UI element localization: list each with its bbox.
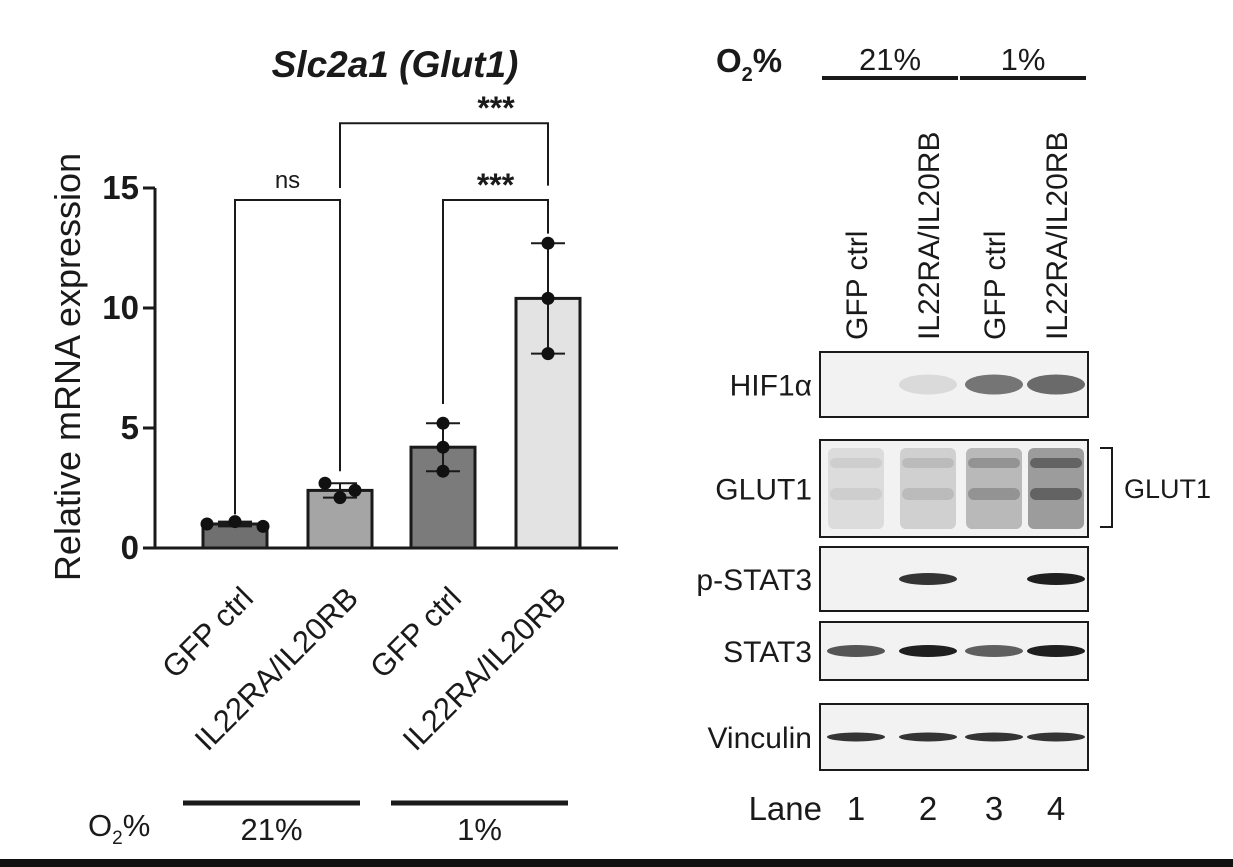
blot-band <box>827 645 885 657</box>
lane-label: Lane <box>749 790 822 827</box>
y-tick-label: 10 <box>102 289 139 326</box>
blot-row-0: HIF1α <box>730 351 1089 418</box>
blot-row-2: p-STAT3 <box>696 546 1089 612</box>
blot-band <box>968 458 1020 468</box>
x-tick-label: GFP ctrl <box>363 580 468 685</box>
bar-chart: Slc2a1 (Glut1) Relative mRNA expression … <box>47 44 618 849</box>
y-tick-label: 5 <box>121 409 139 446</box>
bracket-hypoxia <box>442 199 549 404</box>
sig-label-hypoxia: *** <box>477 167 515 203</box>
blot-lane-labels: GFP ctrl IL22RA/IL20RB GFP ctrl IL22RA/IL20… <box>841 132 1074 340</box>
blot-band <box>902 488 954 500</box>
lane-number-row: Lane 1 2 3 4 <box>749 790 1066 827</box>
blot-row-4: Vinculin <box>707 703 1089 771</box>
blot-band <box>1030 488 1082 500</box>
data-point <box>436 440 450 454</box>
blot-o2-groups: 21% 1% <box>822 42 1086 80</box>
blot-band <box>1027 374 1085 395</box>
western-blot: O2% 21% 1% GFP ctrl IL22RA/IL20RB GFP ctrl I… <box>696 42 1211 827</box>
y-axis-label: Relative mRNA expression <box>47 153 88 581</box>
bars <box>201 296 582 550</box>
data-point <box>541 347 555 361</box>
bracket-il22ra <box>339 122 549 188</box>
blot-o2-group-label: 1% <box>1001 42 1046 77</box>
data-point <box>541 236 555 250</box>
bottom-border <box>0 859 1233 867</box>
x-tick-label: GFP ctrl <box>155 580 260 685</box>
data-points <box>200 236 555 533</box>
blot-band <box>1027 573 1085 585</box>
error-bars <box>218 242 565 528</box>
blot-band <box>899 732 957 742</box>
blot-row-label: GLUT1 <box>715 474 812 507</box>
blot-row-1: GLUT1 <box>715 439 1089 538</box>
blot-band <box>902 458 954 468</box>
significance-brackets: ns *** *** <box>234 90 549 515</box>
data-point <box>333 491 347 505</box>
blot-band <box>965 645 1023 657</box>
data-point <box>200 517 214 531</box>
o2-group-label: 1% <box>457 812 502 847</box>
blot-band <box>899 573 957 585</box>
blot-rows: HIF1α GLUT1 p-STAT3 STAT3 Vinculin <box>696 351 1089 771</box>
blot-band <box>830 488 882 500</box>
blot-band <box>965 732 1023 742</box>
o2-group-label: 21% <box>240 812 302 847</box>
lane-number: 1 <box>847 790 865 827</box>
lane-number: 2 <box>919 790 937 827</box>
blot-row-label: STAT3 <box>723 636 812 669</box>
blot-band <box>827 732 885 742</box>
data-point <box>318 476 332 490</box>
y-tick-label: 0 <box>121 529 139 566</box>
o2-label: O2% <box>88 808 150 849</box>
blot-o2-group-label: 21% <box>859 42 921 77</box>
bracket-ns <box>234 199 341 515</box>
y-tick-label: 15 <box>102 169 139 206</box>
data-point <box>541 291 555 305</box>
blot-row-label: Vinculin <box>707 722 812 755</box>
blot-band <box>1030 458 1082 468</box>
data-point <box>256 519 270 533</box>
chart-title: Slc2a1 (Glut1) <box>272 44 519 85</box>
blot-band <box>830 458 882 468</box>
glut1-bracket-label: GLUT1 <box>1124 474 1211 504</box>
glut1-bracket: GLUT1 <box>1100 447 1211 528</box>
lane-number: 4 <box>1047 790 1065 827</box>
blot-band <box>968 488 1020 500</box>
data-point <box>436 416 450 430</box>
blot-lane-label: GFP ctrl <box>841 231 874 340</box>
blot-lane-label: IL22RA/IL20RB <box>913 132 946 340</box>
sig-label-ns: ns <box>275 167 300 194</box>
blot-row-3: STAT3 <box>723 621 1089 681</box>
blot-o2-label: O2% <box>716 42 782 86</box>
blot-band <box>899 374 957 395</box>
lane-number: 3 <box>985 790 1003 827</box>
sig-label-il22ra: *** <box>477 90 515 126</box>
o2-group-row: O2% 21% 1% <box>88 800 568 849</box>
blot-band <box>1027 645 1085 657</box>
blot-row-label: p-STAT3 <box>696 564 812 597</box>
blot-band <box>1027 732 1085 742</box>
data-point <box>348 483 362 497</box>
blot-band <box>965 374 1023 395</box>
blot-band <box>899 645 957 657</box>
blot-row-label: HIF1α <box>730 370 812 403</box>
blot-lane-label: IL22RA/IL20RB <box>1041 132 1074 340</box>
data-point <box>228 515 242 529</box>
blot-lane-label: GFP ctrl <box>979 231 1012 340</box>
data-point <box>436 464 450 478</box>
